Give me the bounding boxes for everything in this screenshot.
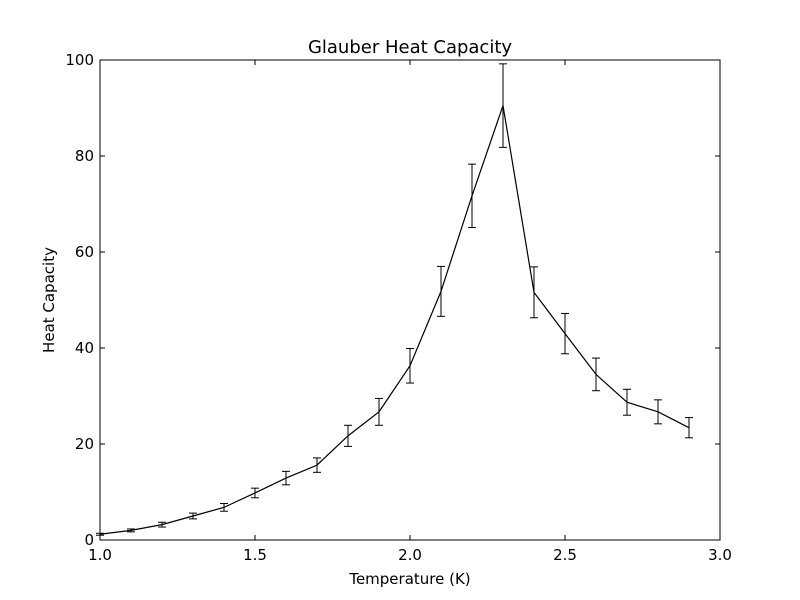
y-tick-label: 0 xyxy=(84,531,94,549)
x-tick-label: 1.0 xyxy=(88,546,112,564)
x-tick-label: 3.0 xyxy=(708,546,732,564)
plot-frame xyxy=(99,59,721,541)
x-axis-label: Temperature (K) xyxy=(348,570,470,588)
axis-ticks: 1.0 1.5 2.0 2.5 3.0 0 20 40 60 80 100 xyxy=(65,51,732,564)
chart-title: Glauber Heat Capacity xyxy=(308,37,512,58)
data-series xyxy=(96,63,693,536)
y-tick-label: 20 xyxy=(75,435,94,453)
y-tick-label: 100 xyxy=(65,51,94,69)
x-tick-label: 2.5 xyxy=(553,546,577,564)
y-tick-label: 40 xyxy=(75,339,94,357)
x-tick-label: 1.5 xyxy=(243,546,267,564)
series-line xyxy=(99,105,690,535)
y-tick-label: 60 xyxy=(75,243,94,261)
x-tick-label: 2.0 xyxy=(398,546,422,564)
y-axis-label: Heat Capacity xyxy=(40,247,58,353)
y-tick-label: 80 xyxy=(75,147,94,165)
